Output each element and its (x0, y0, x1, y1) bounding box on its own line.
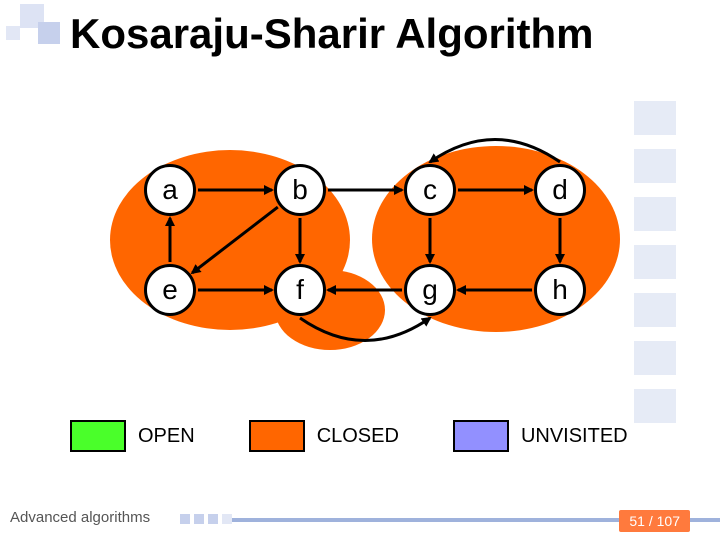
sidebar-cell (633, 244, 677, 280)
graph-node-f: f (274, 264, 326, 316)
diagram-stage: a b c d e f g h (0, 0, 720, 540)
legend-swatch-closed (249, 420, 305, 452)
sidebar-cell (633, 196, 677, 232)
legend-label-unvisited: UNVISITED (521, 425, 628, 448)
footer-text: Advanced algorithms (10, 509, 150, 526)
sidebar-cell (633, 340, 677, 376)
sidebar-cell (633, 148, 677, 184)
legend-label-closed: CLOSED (317, 425, 399, 448)
legend: OPEN CLOSED UNVISITED (70, 420, 628, 452)
graph-node-e: e (144, 264, 196, 316)
graph-node-b: b (274, 164, 326, 216)
graph-node-c: c (404, 164, 456, 216)
sidebar-cell (633, 100, 677, 136)
footer-dots (180, 514, 232, 524)
legend-label-open: OPEN (138, 425, 195, 448)
graph-node-d: d (534, 164, 586, 216)
graph-node-h: h (534, 264, 586, 316)
legend-swatch-open (70, 420, 126, 452)
sidebar-cell (633, 388, 677, 424)
sidebar-cell (633, 292, 677, 328)
sidebar-stack (633, 100, 675, 436)
page-counter: 51 / 107 (619, 510, 690, 532)
graph-node-g: g (404, 264, 456, 316)
legend-swatch-unvisited (453, 420, 509, 452)
graph-node-a: a (144, 164, 196, 216)
